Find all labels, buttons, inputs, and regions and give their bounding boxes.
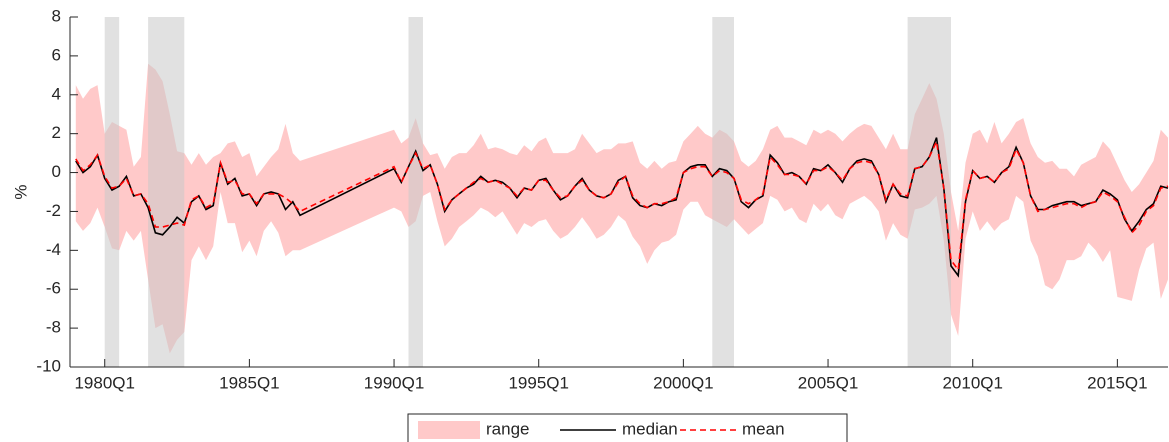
y-tick-label: -4: [46, 240, 61, 259]
x-tick-label: 2010Q1: [942, 373, 1003, 392]
recession-shade: [712, 17, 735, 367]
range-band: [75, 63, 1168, 354]
x-tick-label: 2000Q1: [653, 373, 714, 392]
x-tick-label: 1990Q1: [364, 373, 425, 392]
legend-label: median: [622, 419, 678, 438]
x-tick-label: 1985Q1: [219, 373, 280, 392]
series-line: [75, 138, 1169, 272]
x-tick-label: 1980Q1: [74, 373, 135, 392]
y-axis-label: %: [11, 184, 30, 199]
legend-swatch: [418, 421, 480, 439]
x-tick-label: 2015Q1: [1087, 373, 1148, 392]
y-tick-label: -6: [46, 279, 61, 298]
y-tick-label: 6: [52, 45, 61, 64]
recession-shade: [104, 17, 120, 367]
y-tick-label: 8: [52, 6, 61, 25]
y-tick-label: 2: [52, 123, 61, 142]
y-tick-label: -2: [46, 201, 61, 220]
legend-label: range: [486, 419, 529, 438]
y-tick-label: -8: [46, 318, 61, 337]
legend-label: mean: [742, 419, 785, 438]
y-tick-label: 0: [52, 162, 61, 181]
legend-box: [407, 413, 848, 442]
x-tick-label: 2005Q1: [798, 373, 859, 392]
y-tick-label: -10: [36, 356, 61, 375]
recession-shade: [148, 17, 185, 367]
series-line: [75, 137, 1169, 278]
x-tick-label: 1995Q1: [508, 373, 569, 392]
recession-shade: [408, 17, 423, 367]
y-tick-label: 4: [52, 84, 61, 103]
